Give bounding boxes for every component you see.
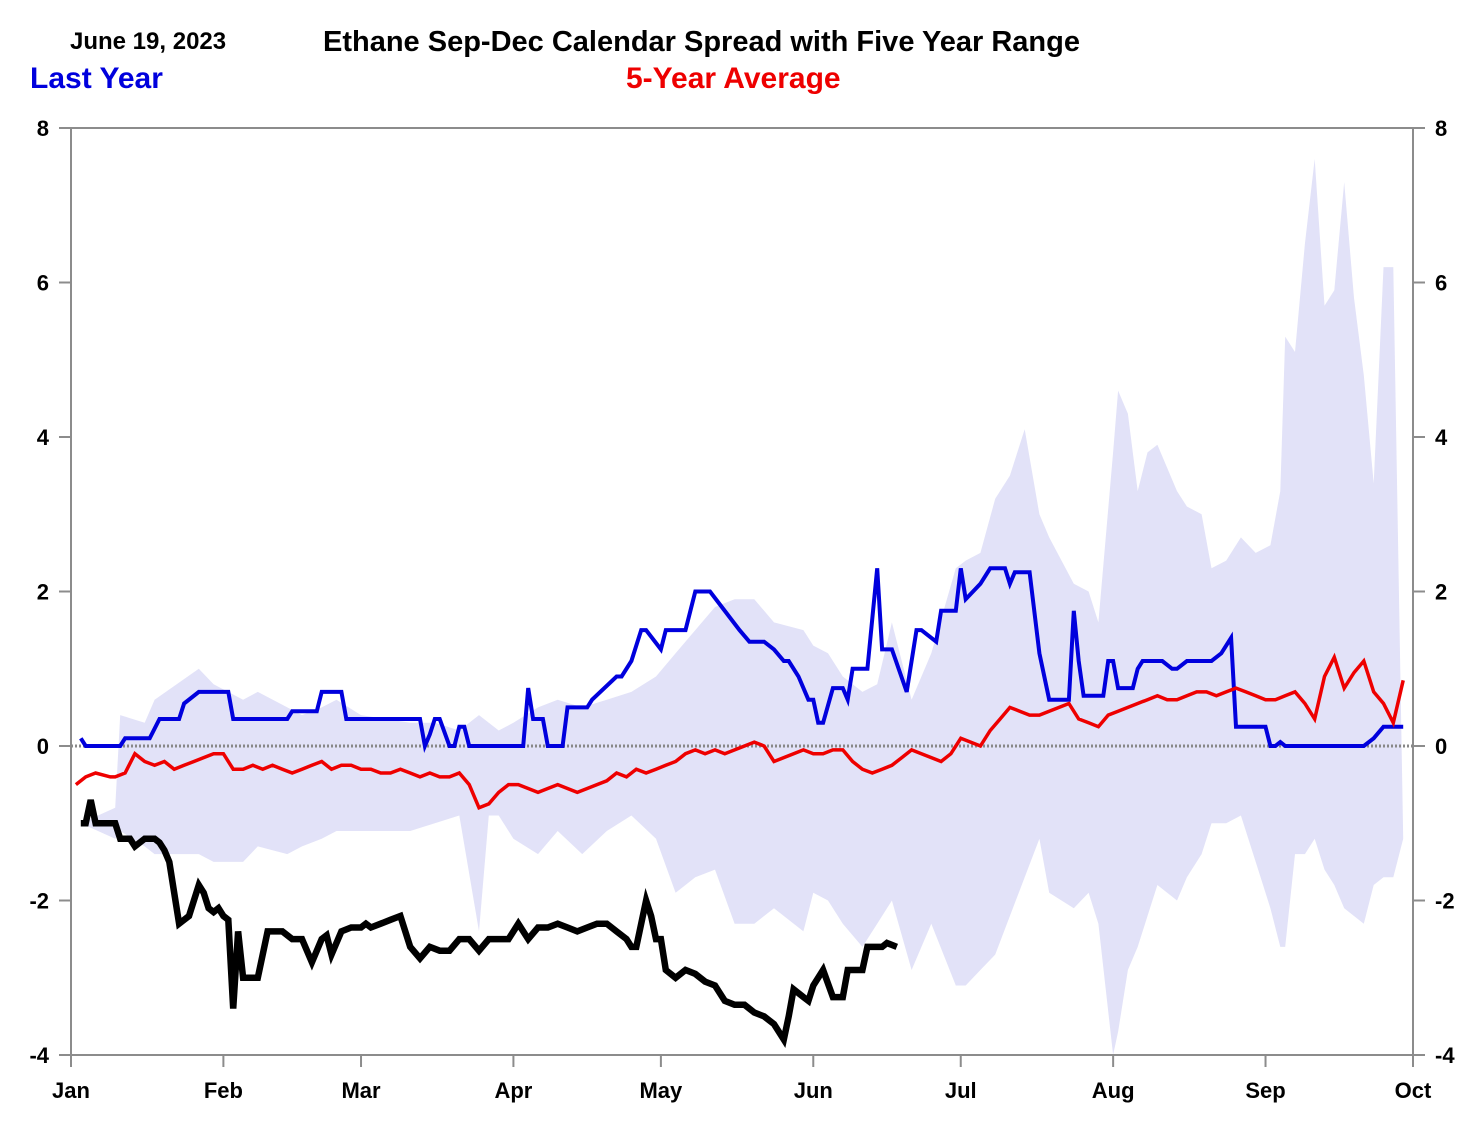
y-tick-label-left: -4 xyxy=(29,1043,49,1068)
y-tick-label-left: 2 xyxy=(37,580,49,605)
y-tick-label-left: 6 xyxy=(37,271,49,296)
y-tick-label-left: -2 xyxy=(29,889,49,914)
chart-title: Ethane Sep-Dec Calendar Spread with Five… xyxy=(323,26,1080,58)
series-last-year-line xyxy=(79,566,1404,753)
y-tick-label-right: -2 xyxy=(1435,889,1455,914)
x-tick-label: Jul xyxy=(945,1078,977,1103)
x-tick-label: Sep xyxy=(1245,1078,1285,1103)
x-tick-label: May xyxy=(639,1078,683,1103)
x-tick-label: Mar xyxy=(341,1078,381,1103)
date-label: June 19, 2023 xyxy=(70,28,227,55)
legend-five-year-average: 5-Year Average xyxy=(626,62,841,95)
y-tick-label-right: 6 xyxy=(1435,271,1447,296)
y-tick-label-right: 0 xyxy=(1435,734,1447,759)
y-tick-label-right: 2 xyxy=(1435,580,1447,605)
five-year-range-band xyxy=(80,158,1404,1055)
y-tick-label-left: 0 xyxy=(37,734,49,759)
x-tick-label: Jan xyxy=(52,1078,90,1103)
x-tick-label: Oct xyxy=(1395,1078,1432,1103)
y-tick-label-right: 4 xyxy=(1435,425,1448,450)
y-tick-label-right: 8 xyxy=(1435,116,1447,141)
legend-last-year: Last Year xyxy=(30,62,163,95)
x-tick-label: Feb xyxy=(204,1078,243,1103)
x-tick-label: Jun xyxy=(794,1078,833,1103)
series-5-year-average-line xyxy=(74,652,1405,811)
series-2023-line xyxy=(80,799,899,1048)
x-tick-label: Aug xyxy=(1092,1078,1135,1103)
y-tick-label-left: 8 xyxy=(37,116,49,141)
x-tick-label: Apr xyxy=(494,1078,532,1103)
y-tick-label-left: 4 xyxy=(37,425,50,450)
y-tick-label-right: -4 xyxy=(1435,1043,1455,1068)
